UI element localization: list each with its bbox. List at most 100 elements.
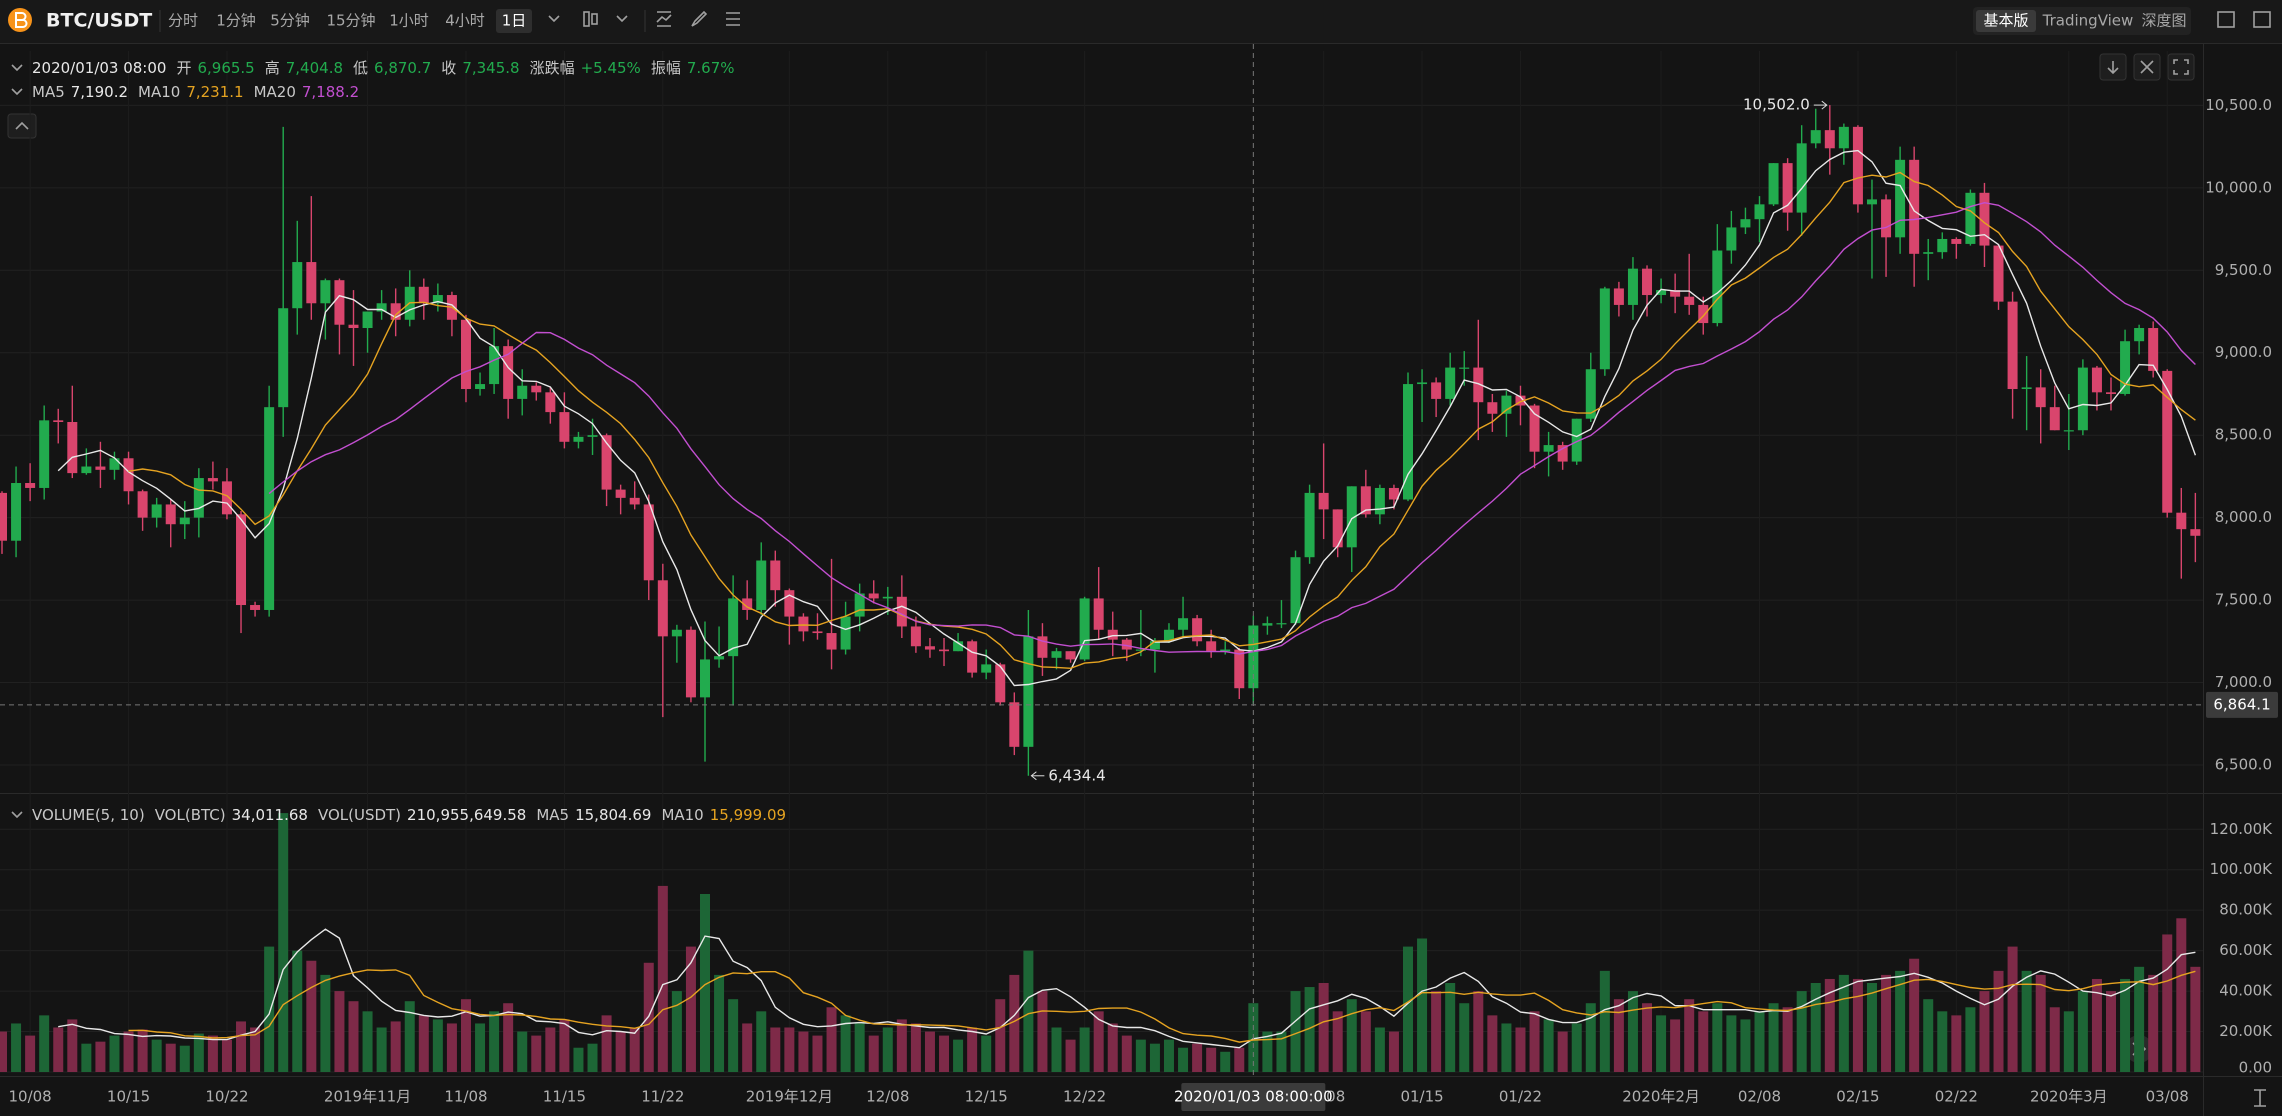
x-tick-label: 2020年3月 [2030, 1088, 2108, 1106]
volume-bar [1276, 1031, 1287, 1072]
interval-button[interactable]: 1分钟 [216, 12, 256, 30]
x-tick-label: 12/08 [866, 1088, 909, 1106]
volume-bar [292, 950, 303, 1072]
candle-body [0, 492, 7, 541]
candle-body [1290, 557, 1301, 624]
candle-body [1909, 159, 1920, 254]
candle-body [1093, 598, 1104, 630]
x-tick-label: 10/15 [107, 1088, 150, 1106]
volume-bar [1065, 1039, 1076, 1072]
candle-body [728, 598, 739, 657]
candle-body [362, 311, 373, 329]
x-tick-label: 12/15 [965, 1088, 1008, 1106]
candle-body [559, 412, 570, 442]
volume-bar [362, 1011, 373, 1072]
volume-bar [306, 960, 317, 1072]
volume-tick-label: 0.00 [2239, 1059, 2272, 1077]
x-tick-label: 01/15 [1400, 1088, 1443, 1106]
volume-bar [1698, 1011, 1709, 1072]
volume-bar [545, 1027, 556, 1072]
candle-body [545, 392, 556, 413]
layout-icon[interactable] [2217, 11, 2235, 28]
volume-bar [390, 1021, 401, 1072]
interval-more[interactable] [548, 15, 560, 23]
interval-selected [496, 9, 532, 33]
view-button[interactable]: 基本版 [1983, 12, 2028, 30]
volume-bar [2148, 974, 2159, 1072]
volume-bar [1009, 974, 1020, 1072]
settings-icon[interactable] [726, 12, 740, 26]
candle-body [306, 262, 317, 304]
volume-bar [657, 885, 668, 1072]
volume-bar [1346, 999, 1357, 1072]
candle-body [334, 280, 345, 325]
ma-label: MA10 [138, 83, 180, 101]
volume-bar [1037, 991, 1048, 1072]
y-tick-label: 6,500.0 [2215, 755, 2272, 773]
view-button[interactable]: 深度图 [2141, 12, 2186, 30]
candle-body [2021, 387, 2032, 390]
volume-bar [1445, 983, 1456, 1072]
min-arrow-head [1030, 771, 1037, 781]
view-button[interactable]: TradingView [2042, 12, 2134, 30]
candle-body [278, 308, 289, 408]
candle-body [1360, 486, 1371, 515]
volume-bar [784, 1027, 795, 1072]
candle-body [1585, 369, 1596, 419]
volume-bar [924, 1031, 935, 1072]
volume-tick-label: 20.00K [2219, 1022, 2273, 1040]
volume-bar [11, 1023, 22, 1072]
volume-bar [1417, 938, 1428, 1072]
candle-body [1571, 418, 1582, 462]
candle-body [236, 514, 247, 606]
candle-body [939, 649, 950, 652]
volume-bar [1023, 950, 1034, 1072]
volume-toggle[interactable] [11, 811, 23, 819]
volume-bar [1332, 1011, 1343, 1072]
volume-bar [1670, 1019, 1681, 1072]
candle-body [1754, 204, 1765, 220]
ma-label: MA20 [254, 83, 296, 101]
ohlc-toggle[interactable] [11, 64, 23, 72]
volume-bar [1431, 991, 1442, 1072]
candle-type-icon[interactable] [583, 11, 590, 27]
axis-scale-icon[interactable] [2254, 1089, 2266, 1107]
volume-bar [615, 1031, 626, 1072]
candle-body [2120, 341, 2131, 394]
symbol[interactable]: BTC/USDT [46, 10, 152, 32]
collapse-button[interactable] [7, 113, 37, 139]
candle-type-more[interactable] [616, 15, 628, 23]
volume-bar [742, 1023, 753, 1072]
candle-body [348, 324, 359, 329]
expand-button[interactable] [2167, 53, 2195, 81]
ohlc-label: 开 [176, 59, 191, 77]
interval-button[interactable]: 分时 [168, 12, 198, 30]
interval-button[interactable]: 15分钟 [326, 12, 375, 30]
volume-bar [700, 894, 710, 1072]
volume-bar [123, 1031, 134, 1072]
volume-bar [1852, 978, 1863, 1072]
indicator-icon[interactable] [656, 11, 672, 27]
interval-button[interactable]: 5分钟 [270, 12, 310, 30]
candle-body [460, 319, 471, 390]
candle-body [2091, 367, 2102, 393]
volume-bar [629, 1027, 640, 1072]
volume-bar [1656, 1015, 1667, 1072]
candle-body [671, 629, 682, 637]
interval-button[interactable]: 1小时 [389, 12, 429, 30]
fullscreen-icon[interactable] [2253, 11, 2271, 28]
volume-bar [2077, 991, 2088, 1072]
volume-bar [1866, 983, 1877, 1072]
candle-body [1051, 651, 1062, 658]
max-label: 10,502.0 [1743, 96, 1810, 114]
ma-toggle[interactable] [11, 88, 23, 96]
draw-icon[interactable] [691, 10, 708, 27]
interval-button[interactable]: 4小时 [445, 12, 485, 30]
candle-body [1684, 296, 1695, 305]
volume-bar [2021, 970, 2032, 1072]
interval-button[interactable]: 1日 [502, 12, 527, 30]
volume-ma-line [58, 928, 2196, 1049]
candle-body [1473, 367, 1484, 403]
volume-bar [882, 1027, 893, 1072]
candle-body [2190, 529, 2201, 536]
